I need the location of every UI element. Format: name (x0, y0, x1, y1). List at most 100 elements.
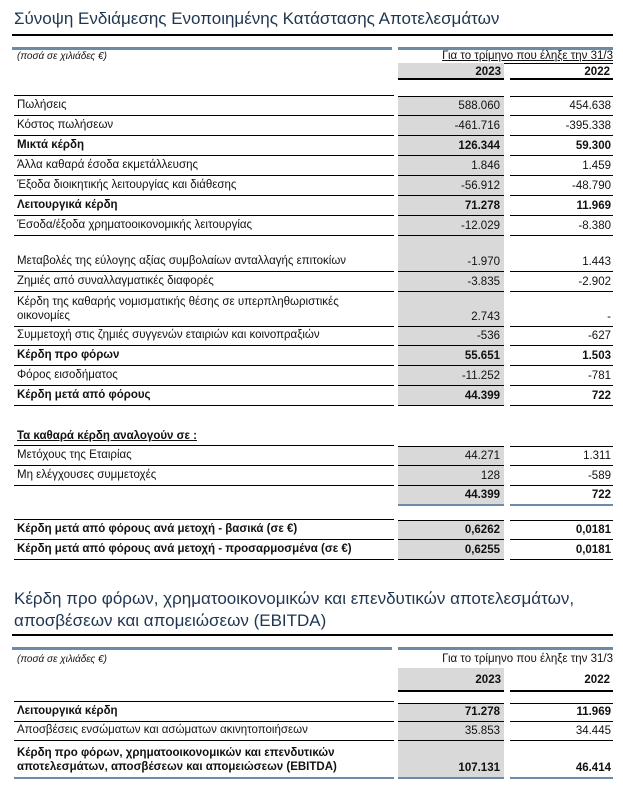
value-2022: 0,0181 (510, 540, 613, 560)
income-statement-table: Πωλήσεις 588.060 454.638 Κόστος πωλήσεων -4… (0, 95, 623, 406)
period-header: Για το τρίμηνο που έληξε την 31/3 (442, 653, 613, 665)
units-note: (ποσά σε χιλιάδες €) (17, 654, 107, 665)
table-row: Λειτουργικά κέρδη 71.278 11.969 (0, 196, 623, 216)
row-label: Μεταβολές της εύλογης αξίας συμβολαίων α… (14, 252, 394, 272)
row-label: Φόρος εισοδήματος (14, 366, 394, 386)
value-2023: 71.278 (398, 703, 504, 722)
row-label: Κόστος πωλήσεων (14, 116, 394, 136)
period-header: Για το τρίμηνο που έληξε την 31/3 (398, 50, 613, 64)
value-2022: 1.459 (510, 156, 613, 176)
value-2023: -11.252 (398, 366, 504, 386)
value-2022: -627 (510, 327, 613, 346)
table-row: Μη ελέγχουσες συμμετοχές 128 -589 (0, 466, 623, 486)
row-label: Μικτά κέρδη (14, 136, 394, 156)
row-label: Λειτουργικά κέρδη (14, 701, 394, 722)
value-2023: 71.278 (398, 196, 504, 216)
value-2023: 55.651 (398, 346, 504, 366)
row-label: Ζημιές από συναλλαγματικές διαφορές (14, 272, 394, 292)
row-label: Μετόχους της Εταιρίας (14, 445, 394, 466)
table-row: Κέρδη προ φόρων 55.651 1.503 (0, 346, 623, 366)
table-row: Έσοδα/έξοδα χρηματοοικονομικής λειτουργί… (0, 216, 623, 236)
attribution-total-row: 44.399 722 (0, 486, 623, 506)
row-label: Έσοδα/έξοδα χρηματοοικονομικής λειτουργί… (14, 216, 394, 236)
table-row: Άλλα καθαρά έσοδα εκμετάλλευσης 1.846 1.45… (0, 156, 623, 176)
value-2022: 11.969 (510, 196, 613, 216)
table-row: Κόστος πωλήσεων -461.716 -395.338 (0, 116, 623, 136)
row-label: Έξοδα διοικητικής λειτουργίας και διάθεσ… (14, 176, 394, 196)
table-row: Κέρδη μετά από φόρους 44.399 722 (0, 386, 623, 406)
title-rule (12, 34, 613, 36)
year-2022: 2022 (510, 668, 613, 692)
attribution-table: Μετόχους της Εταιρίας 44.271 1.311 Μη ελέγ… (0, 445, 623, 506)
value-2023: 1.846 (398, 156, 504, 176)
value-2022: -395.338 (510, 116, 613, 136)
row-label: Μη ελέγχουσες συμμετοχές (14, 466, 394, 486)
value-2022: -48.790 (510, 176, 613, 196)
row-label: Κέρδη μετά από φόρους (14, 386, 394, 406)
table-row: Κέρδη της καθαρής νομισματικής θέσης σε … (0, 292, 623, 327)
value-2023: -536 (398, 327, 504, 346)
value-2023: -1.970 (398, 236, 504, 272)
row-label: Αποσβέσεις ενσώματων και ασώματων ακινητ… (14, 721, 394, 741)
income-statement-title: Σύνοψη Ενδιάμεσης Ενοποιημένης Κατάσταση… (14, 9, 500, 28)
row-label: Κέρδη μετά από φόρους ανά μετοχή - προσα… (14, 540, 394, 560)
year-2023: 2023 (398, 668, 504, 692)
table-row: Κέρδη μετά από φόρους ανά μετοχή - προσα… (0, 540, 623, 560)
row-label: Λειτουργικά κέρδη (14, 196, 394, 216)
value-2022: 454.638 (510, 96, 613, 116)
value-2022: 11.969 (510, 703, 613, 722)
ebitda-title: Κέρδη προ φόρων, χρηματοοικονομικών και … (14, 589, 575, 630)
table-row: Έξοδα διοικητικής λειτουργίας και διάθεσ… (0, 176, 623, 196)
value-2023: 44.399 (398, 386, 504, 406)
table-row: Μετόχους της Εταιρίας 44.271 1.311 (0, 445, 623, 466)
value-2023: -3.835 (398, 272, 504, 292)
value-2023: 0,6262 (398, 520, 504, 540)
value-2023: 0,6255 (398, 540, 504, 560)
value-2023: -56.912 (398, 176, 504, 196)
value-2022: 46.414 (510, 741, 613, 779)
row-label: Κέρδη μετά από φόρους ανά μετοχή - βασικ… (14, 519, 394, 540)
attribution-header: Τα καθαρά κέρδη αναλογούν σε : (17, 430, 197, 442)
value-2022: -2.902 (510, 272, 613, 292)
value-2023: 44.271 (398, 446, 504, 466)
row-label: Κέρδη προ φόρων, χρηματοοικονομικών και … (14, 744, 394, 779)
year-2023: 2023 (398, 63, 504, 80)
header-rule (398, 647, 613, 650)
ebitda-table: Λειτουργικά κέρδη 71.278 11.969 Αποσβέσεις… (0, 701, 623, 779)
value-2023: 588.060 (398, 96, 504, 116)
value-2023: 35.853 (398, 722, 504, 741)
table-row: Μεταβολές της εύλογης αξίας συμβολαίων α… (0, 236, 623, 272)
table-row: Αποσβέσεις ενσώματων και ασώματων ακινητ… (0, 722, 623, 741)
header-rule (12, 47, 392, 50)
value-2022: -8.380 (510, 216, 613, 236)
table-row: Φόρος εισοδήματος -11.252 -781 (0, 366, 623, 386)
value-2023: -12.029 (398, 216, 504, 236)
value-2022: 1.311 (510, 446, 613, 466)
value-2022: - (510, 292, 613, 327)
table-row: Κέρδη μετά από φόρους ανά μετοχή - βασικ… (0, 519, 623, 540)
value-2023: 126.344 (398, 136, 504, 156)
value-2022: 1.443 (510, 236, 613, 272)
units-note: (ποσά σε χιλιάδες €) (17, 51, 107, 62)
table-row: Κέρδη προ φόρων, χρηματοοικονομικών και … (0, 741, 623, 779)
value-2022: 59.300 (510, 136, 613, 156)
row-label: Κέρδη προ φόρων (14, 346, 394, 366)
table-row: Συμμετοχή στις ζημιές συγγενών εταιριών … (0, 327, 623, 346)
value-2022: -589 (510, 466, 613, 486)
header-rule (12, 647, 392, 650)
table-row: Λειτουργικά κέρδη 71.278 11.969 (0, 701, 623, 722)
header-rule (398, 47, 613, 50)
row-label: Συμμετοχή στις ζημιές συγγενών εταιριών … (14, 326, 394, 346)
value-2022: -781 (510, 366, 613, 386)
row-label (14, 501, 394, 506)
year-2022: 2022 (510, 63, 613, 80)
value-2023: 2.743 (398, 292, 504, 327)
value-2022: 722 (510, 386, 613, 406)
table-row: Μικτά κέρδη 126.344 59.300 (0, 136, 623, 156)
value-2023: 128 (398, 466, 504, 486)
value-2023: -461.716 (398, 116, 504, 136)
row-label: Κέρδη της καθαρής νομισματικής θέσης σε … (14, 293, 394, 327)
value-2022: 34.445 (510, 722, 613, 741)
table-row: Ζημιές από συναλλαγματικές διαφορές -3.83… (0, 272, 623, 292)
row-label: Άλλα καθαρά έσοδα εκμετάλλευσης (14, 156, 394, 176)
